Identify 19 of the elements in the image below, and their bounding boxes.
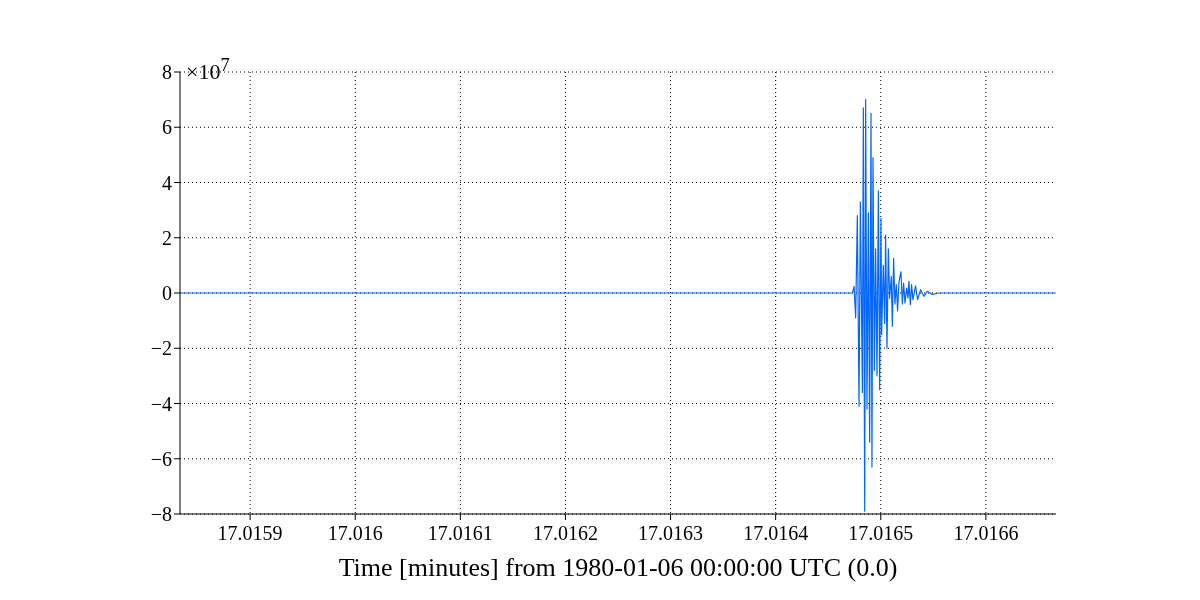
annotation: ×10$^{7}$ [186, 54, 230, 85]
x-tick-label: 17.016 [327, 522, 383, 545]
y-tick-label: −2 [150, 337, 172, 360]
x-tick-label: 17.0161 [427, 522, 493, 545]
y-tick-label: 2 [162, 226, 172, 249]
x-tick-label: 17.0163 [638, 522, 704, 545]
y-tick-label: −4 [150, 392, 172, 415]
x-tick-label: 17.0162 [532, 522, 598, 545]
y-tick-label: 6 [162, 116, 172, 139]
x-tick-label: 17.0159 [217, 522, 283, 545]
y-tick-label: −6 [150, 447, 172, 470]
y-tick-label: 4 [162, 171, 172, 194]
x-axis-title: Time [minutes] from 1980-01-06 00:00:00 UTC (0.0) [338, 553, 898, 582]
x-tick-label: 17.0166 [953, 522, 1019, 545]
x-tick-label: 17.0164 [743, 522, 809, 545]
y-tick-label: 8 [162, 61, 172, 84]
x-tick-label: 17.0165 [848, 522, 914, 545]
y-tick-label: 0 [162, 282, 172, 305]
y-tick-label: −8 [150, 503, 172, 526]
